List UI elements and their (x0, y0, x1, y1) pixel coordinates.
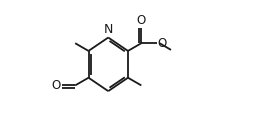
Text: N: N (104, 23, 113, 36)
Text: O: O (157, 37, 167, 50)
Text: O: O (52, 79, 61, 92)
Text: O: O (137, 14, 146, 27)
